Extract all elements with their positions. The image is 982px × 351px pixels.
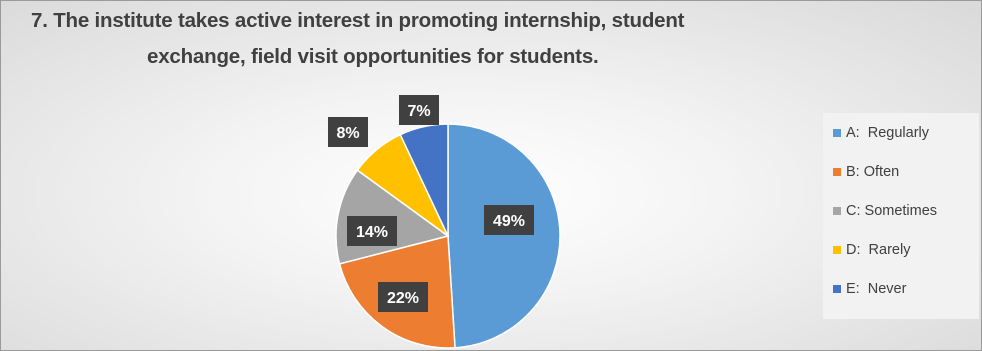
data-label-box-4 [399, 95, 439, 125]
legend-item-3: D: Rarely [833, 240, 910, 260]
legend: A: Regularly B: Often C: Sometimes D: Rarel… [823, 113, 979, 319]
legend-item-0: A: Regularly [833, 123, 929, 143]
data-label-1: 22% [378, 282, 428, 312]
pie-slice-0 [447, 123, 561, 349]
legend-label-2: C: Sometimes [846, 203, 938, 219]
pie-slice-4 [399, 123, 449, 237]
data-label-text-1: 22% [387, 290, 419, 307]
data-label-box-3 [328, 117, 368, 147]
legend-item-1: B: Often [833, 162, 899, 182]
data-label-4: 7% [399, 95, 439, 125]
data-label-text-3: 8% [336, 125, 359, 142]
data-label-text-0: 49% [493, 213, 525, 230]
data-labels: 49% 22% 14% 8% 7% [328, 95, 534, 312]
chart-title-line-2: exchange, field visit opportunities for … [147, 45, 599, 68]
data-label-box-1 [378, 282, 428, 312]
legend-item-4: E: Never [833, 279, 906, 299]
legend-swatch-1 [833, 168, 841, 176]
legend-label-0: A: Regularly [846, 125, 930, 141]
legend-swatch-0 [833, 129, 841, 137]
data-label-2: 14% [347, 216, 397, 246]
legend-item-2: C: Sometimes [833, 201, 937, 221]
legend-label-1: B: Often [846, 164, 900, 180]
data-label-text-2: 14% [356, 224, 388, 241]
data-label-text-4: 7% [407, 103, 430, 120]
legend-swatch-4 [833, 285, 841, 293]
data-label-3: 8% [328, 117, 368, 147]
legend-label-4: E: Never [846, 281, 907, 297]
data-label-0: 49% [484, 205, 534, 235]
chart-title-line-1: 7. The institute takes active interest i… [31, 9, 685, 32]
legend-swatch-2 [833, 207, 841, 215]
legend-label-3: D: Rarely [846, 242, 911, 258]
data-label-box-0 [484, 205, 534, 235]
data-label-box-2 [347, 216, 397, 246]
legend-swatch-3 [833, 246, 841, 254]
